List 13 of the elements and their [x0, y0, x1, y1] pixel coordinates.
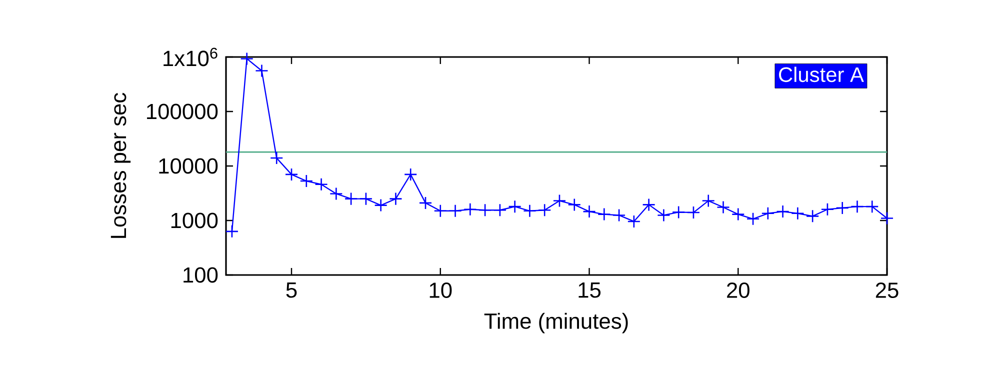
- x-tick-label: 25: [876, 282, 898, 298]
- x-tick-label: 20: [727, 282, 750, 298]
- y-tick-label: 10000: [159, 158, 218, 174]
- x-tick-label: 10: [430, 282, 452, 298]
- y-tick-label: 100: [184, 267, 218, 283]
- y-tick-label: 1000: [171, 212, 218, 228]
- y-axis-title: Losses per sec: [110, 92, 131, 238]
- x-tick-label: 15: [578, 282, 601, 298]
- x-axis-title: Time (minutes): [484, 312, 628, 334]
- y-tick-label: 100000: [147, 104, 218, 120]
- text: Cluster A: [779, 66, 864, 82]
- x-tick-label: 5: [286, 282, 297, 298]
- y-tick-label: 1x10$^{6}$: [164, 48, 218, 66]
